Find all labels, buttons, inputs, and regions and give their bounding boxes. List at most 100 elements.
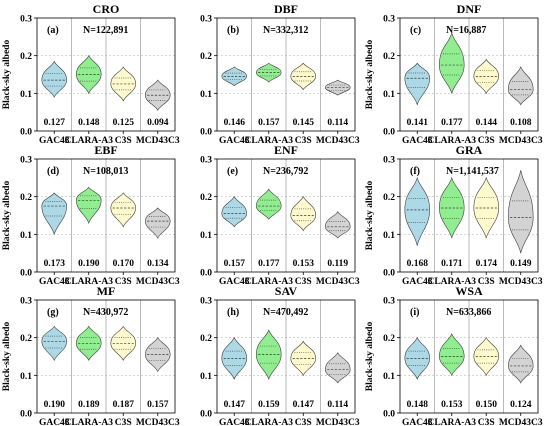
panel-title: CRO [93,2,120,16]
mean-value-label: 0.157 [258,118,280,128]
y-tick-label: 0.0 [20,269,32,279]
panel-dnf: 0.141 GAC43 0.177 CLARA-A30.144 C3S 0.108 MCD4… [365,2,543,146]
y-tick-label: 0.2 [20,193,32,203]
x-tick-label: CLARA-A3 [427,136,476,146]
x-tick-label: C3S [115,136,132,146]
plot-frame [36,17,176,132]
y-tick-label: 0.1 [20,231,32,241]
y-tick-label: 0.2 [200,52,212,62]
mean-value-label: 0.177 [258,259,280,269]
violin-clara-a3 [439,176,465,239]
y-tick-label: 0.1 [383,372,395,382]
violin-c3s [290,195,316,232]
y-tick-label: 0.2 [383,193,395,203]
mean-value-label: 0.190 [78,259,100,269]
y-tick-label: 0.0 [20,128,32,138]
violin-mcd43c3 [145,207,171,239]
y-tick-label: 0.3 [383,297,395,307]
panel-letter: (h) [227,307,239,318]
x-tick-label: GAC43 [219,418,250,426]
panel-letter: (e) [227,166,238,177]
violin-gac43 [404,176,430,246]
x-tick-label: C3S [295,136,312,146]
mean-value-label: 0.171 [441,259,463,269]
violin-gac43 [41,192,67,235]
sample-count: N=108,013 [83,166,128,177]
y-axis-label: Black-sky albedo [365,322,375,392]
mean-value-label: 0.144 [476,118,498,128]
violin-gac43 [221,336,247,381]
x-tick-label: MCD43C3 [316,277,360,287]
x-tick-label: MCD43C3 [136,277,180,287]
x-tick-label: MCD43C3 [499,277,543,287]
violin-mcd43c3 [325,79,351,96]
x-tick-label: GAC43 [39,136,70,146]
mean-value-label: 0.189 [78,400,100,410]
plot-frame [399,299,539,414]
y-axis-label: Black-sky albedo [2,181,12,251]
y-tick-label: 0.1 [200,231,212,241]
panel-letter: (g) [47,307,59,318]
x-tick-label: C3S [478,136,495,146]
sample-count: N=16,887 [446,25,486,36]
y-tick-label: 0.3 [200,297,212,307]
y-axis-label: Black-sky albedo [2,322,12,392]
plot-frame [399,158,539,273]
panel-title: DNF [457,2,482,16]
x-tick-label: GAC43 [402,277,433,287]
violin-mcd43c3 [145,337,171,373]
plot-frame [216,299,356,414]
panel-title: MF [97,284,116,298]
panel-title: WSA [455,284,483,298]
mean-value-label: 0.147 [293,400,315,410]
y-axis-label: Black-sky albedo [2,40,12,110]
panel-title: EBF [94,143,117,157]
mean-value-label: 0.094 [147,118,169,128]
violin-gac43 [41,60,67,98]
y-tick-label: 0.3 [20,15,32,25]
panel-letter: (d) [47,166,59,177]
mean-value-label: 0.153 [441,400,463,410]
panel-letter: (b) [227,25,239,36]
violin-clara-a3 [256,188,282,220]
x-tick-label: MCD43C3 [136,136,180,146]
mean-value-label: 0.145 [293,118,315,128]
x-tick-label: C3S [478,418,495,426]
panel-gra: 0.168 GAC43 0.171 CLARA-A30.174 C3S 0.149 MCD4… [365,143,543,287]
violin-gac43 [404,336,430,381]
mean-value-label: 0.150 [476,400,498,410]
panel-title: DBF [274,2,298,16]
plot-frame [216,158,356,273]
mean-value-label: 0.148 [407,400,429,410]
y-tick-label: 0.2 [200,193,212,203]
mean-value-label: 0.127 [44,118,66,128]
x-tick-label: GAC43 [39,418,70,426]
mean-value-label: 0.177 [441,118,463,128]
y-tick-label: 0.2 [20,52,32,62]
x-tick-label: C3S [478,277,495,287]
mean-value-label: 0.134 [147,259,169,269]
y-tick-label: 0.0 [200,410,212,420]
sample-count: N=430,972 [83,307,128,318]
panel-letter: (c) [410,25,421,36]
panel-dbf: 0.146 GAC43 0.157 CLARA-A30.145 C3S 0.114 MCD4… [200,2,360,146]
mean-value-label: 0.125 [113,118,135,128]
panel-title: GRA [456,143,483,157]
y-tick-label: 0.0 [20,410,32,420]
mean-value-label: 0.159 [258,400,280,410]
violin-gac43 [221,66,247,87]
mean-value-label: 0.168 [407,259,429,269]
violin-clara-a3 [439,333,465,377]
mean-value-label: 0.147 [224,400,246,410]
violin-mcd43c3 [508,344,534,384]
x-tick-label: MCD43C3 [316,136,360,146]
violin-c3s [110,66,136,102]
violin-c3s [473,58,499,95]
mean-value-label: 0.119 [327,259,348,269]
y-tick-label: 0.3 [200,156,212,166]
mean-value-label: 0.148 [78,118,100,128]
x-tick-label: GAC43 [39,277,70,287]
panel-letter: (a) [47,25,59,36]
panel-title: SAV [275,284,298,298]
